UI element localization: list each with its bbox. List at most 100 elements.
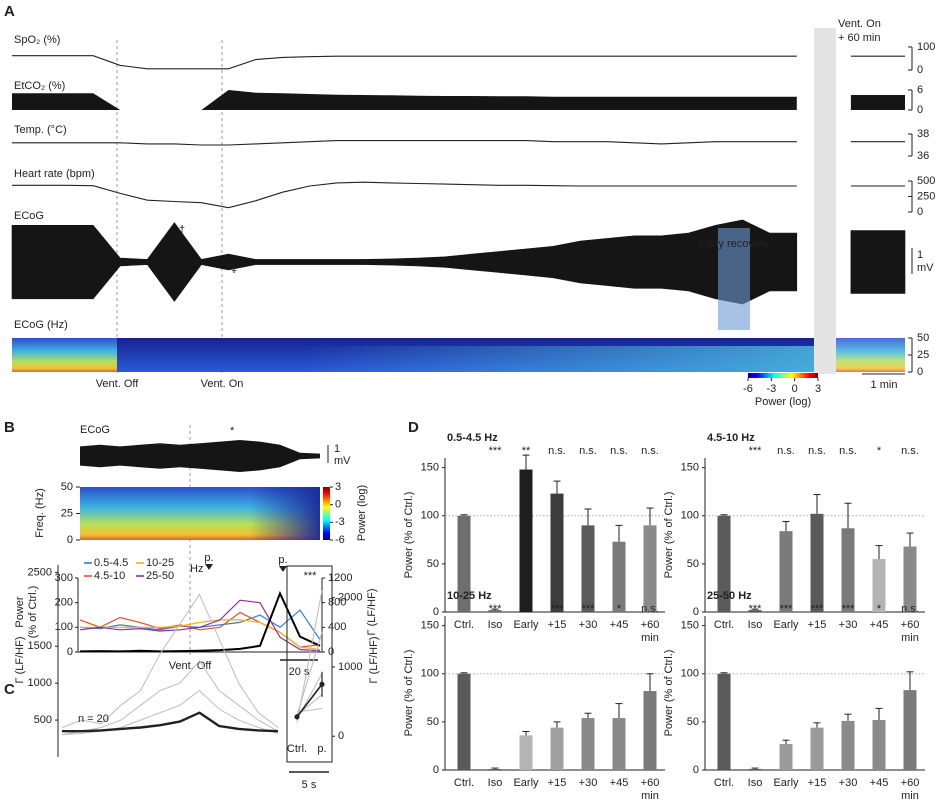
significance: ***	[551, 603, 565, 615]
y-tick-label: 150	[421, 462, 439, 474]
y-tick-label: 0	[917, 366, 923, 378]
colorbar-label: Power (log)	[755, 396, 811, 408]
y-tick-label: 0	[693, 764, 699, 776]
significance: *	[617, 603, 622, 615]
annotation: †	[179, 224, 185, 236]
y-tick-label: 6	[917, 84, 923, 96]
scale-label: 1	[334, 443, 340, 455]
significance: ***	[811, 603, 825, 615]
legend-label: 25-50	[146, 570, 174, 582]
legend-label: 10-25	[146, 557, 174, 569]
y-tick-label: 100	[917, 41, 935, 53]
spectrogram	[250, 487, 320, 540]
y-tick-label: 0	[433, 606, 439, 618]
y2-tick-label: 800	[328, 597, 346, 609]
axis-label: Freq. (Hz)	[34, 488, 46, 538]
bar	[841, 720, 855, 770]
y2-tick-label: 0	[328, 646, 334, 658]
significance: ***	[780, 603, 794, 615]
marker-label: Vent. Off	[96, 378, 140, 390]
y-tick-label: 100	[421, 668, 439, 680]
y-tick-label: 100	[421, 510, 439, 522]
colorbar-tick-label: -6	[335, 534, 345, 546]
chart-title: 0.5-4.5 Hz	[447, 432, 498, 444]
inset-line	[296, 632, 323, 716]
ecog-envelope	[80, 440, 320, 472]
significance: *	[877, 603, 882, 615]
x-tick-label: Iso	[748, 777, 763, 789]
axis-label: Γ (LF/HF)	[366, 589, 378, 636]
y-tick-label: 200	[55, 597, 73, 609]
y-tick-label: 100	[681, 510, 699, 522]
bar	[643, 691, 657, 770]
gap-label: + 60 min	[838, 32, 881, 44]
trace-label: ECoG	[14, 210, 44, 222]
axis-label: Power (% of Ctrl.)	[403, 650, 415, 737]
y-tick-label: 500	[917, 175, 935, 187]
y-tick-label: 50	[687, 716, 699, 728]
chart-title: 25-50 Hz	[707, 590, 752, 602]
bar	[581, 718, 595, 770]
y-tick-label: 1000	[28, 677, 52, 689]
y2-tick-label: 1200	[328, 572, 352, 584]
y-tick-label: 2000	[338, 592, 362, 604]
bar	[550, 727, 564, 770]
scale-label: 20 s	[289, 666, 310, 678]
panel-label: A	[4, 3, 15, 20]
x-tick-label: +45	[870, 619, 889, 631]
significance: ***	[489, 603, 503, 615]
x-tick-label: Ctrl.	[714, 619, 734, 631]
mean-line	[296, 683, 323, 718]
scale-label: 5 s	[302, 779, 317, 791]
series-line	[79, 590, 321, 653]
significance: ***	[842, 603, 856, 615]
scale-label: mV	[917, 262, 934, 274]
x-tick-label: Ctrl.	[714, 777, 734, 789]
series-line	[61, 593, 279, 728]
x-tick-label: +15	[548, 619, 567, 631]
colorbar-tick-label: 3	[335, 481, 341, 493]
scale-label: 1	[917, 249, 923, 261]
colorbar-tick-label: -6	[743, 383, 753, 395]
bar	[717, 515, 731, 612]
y-tick-label: 0	[917, 104, 923, 116]
significance: ***	[749, 445, 763, 457]
x-tick-label: Iso	[488, 777, 503, 789]
series-line	[61, 660, 279, 736]
series-line	[80, 619, 321, 651]
gap-label: Vent. On	[838, 18, 881, 30]
significance: **	[522, 445, 531, 457]
y-tick-label: 150	[681, 620, 699, 632]
mean-point	[294, 714, 300, 720]
y-tick-label: 38	[917, 128, 929, 140]
trace-label: EtCO₂ (%)	[14, 80, 65, 92]
trace-label: SpO₂ (%)	[14, 34, 60, 46]
bar	[872, 719, 886, 770]
x-tick-label: Ctrl.	[287, 743, 307, 755]
bar	[748, 610, 762, 612]
bar	[717, 673, 731, 770]
x-tick-label: p.	[317, 743, 326, 755]
x-unit-label: min	[641, 790, 659, 801]
trace-label: ECoG	[80, 424, 110, 436]
y-tick-label: 50	[61, 481, 73, 493]
x-unit-label: min	[641, 632, 659, 644]
x-tick-label: +45	[870, 777, 889, 789]
y-tick-label: 25	[917, 349, 929, 361]
axis-label: Power (% of Ctrl.)	[663, 492, 675, 579]
y-tick-label: 50	[427, 716, 439, 728]
x-tick-label: +45	[610, 619, 629, 631]
significance: ***	[304, 570, 318, 582]
significance: n.s.	[548, 445, 566, 457]
scale-label: 1 min	[871, 379, 898, 391]
bar	[612, 541, 626, 612]
x-tick-label: Early	[513, 777, 539, 789]
panel-label: B	[4, 419, 15, 436]
axis-label: Power (% of Ctrl.)	[663, 650, 675, 737]
ecog-envelope	[11, 219, 906, 305]
bar	[519, 469, 533, 612]
y-tick-label: 0	[67, 534, 73, 546]
x-tick-label: +15	[808, 777, 827, 789]
trace-line	[12, 55, 905, 70]
significance: n.s.	[641, 603, 659, 615]
